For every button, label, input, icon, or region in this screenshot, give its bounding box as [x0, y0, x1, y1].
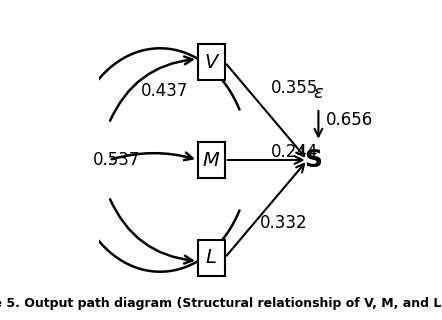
- Text: 0.437: 0.437: [141, 82, 189, 100]
- Text: Figure 5. Output path diagram (Structural relationship of V, M, and L to S).: Figure 5. Output path diagram (Structura…: [0, 297, 442, 310]
- Text: 0.332: 0.332: [260, 214, 308, 232]
- Text: 0.537: 0.537: [92, 151, 140, 169]
- Text: V: V: [205, 52, 218, 72]
- Text: 0.355: 0.355: [271, 79, 318, 97]
- Text: 0.244: 0.244: [271, 143, 318, 161]
- Text: S: S: [305, 148, 323, 172]
- Text: M: M: [203, 150, 220, 170]
- Text: 0.656: 0.656: [326, 111, 373, 129]
- FancyBboxPatch shape: [198, 44, 225, 80]
- Text: L: L: [206, 248, 217, 268]
- FancyBboxPatch shape: [198, 142, 225, 178]
- FancyBboxPatch shape: [198, 240, 225, 276]
- Text: ε: ε: [313, 84, 323, 102]
